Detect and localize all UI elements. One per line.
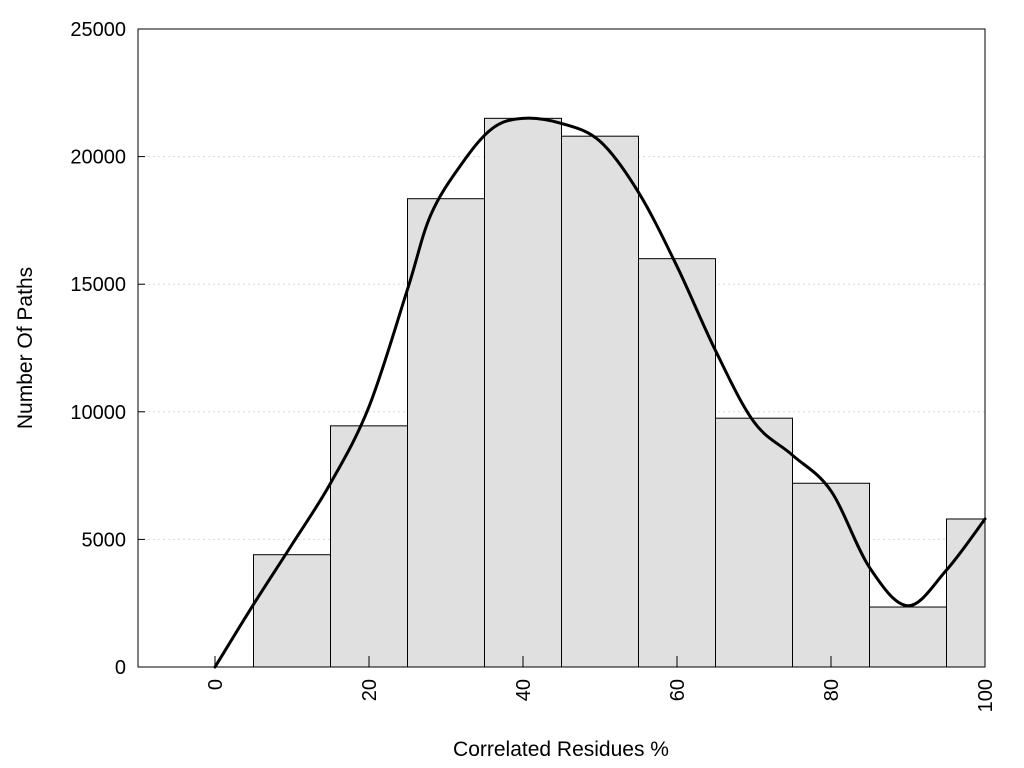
y-tick-label: 15000 <box>70 274 126 296</box>
x-axis-title: Correlated Residues % <box>453 738 669 761</box>
histogram-bar <box>484 117 562 668</box>
y-tick-label: 10000 <box>70 402 126 424</box>
histogram-bar <box>407 198 485 668</box>
histogram-bar <box>792 482 870 668</box>
x-axis-ticks: 0 20 40 60 80 100 <box>205 656 997 712</box>
density-curve-group <box>213 116 987 669</box>
histogram-bar <box>638 258 716 668</box>
y-axis-ticks: 0 5000 10000 15000 20000 25000 <box>70 19 145 679</box>
y-tick-label: 0 <box>115 657 126 679</box>
histogram-bar <box>869 606 947 668</box>
y-axis-title: Number Of Paths <box>14 267 37 429</box>
x-tick-label: 80 <box>821 679 843 701</box>
y-tick-label: 25000 <box>70 19 126 41</box>
histogram-bars <box>253 117 986 668</box>
plot-frame <box>137 28 986 668</box>
histogram-bar <box>946 518 986 668</box>
histogram-bar <box>561 135 639 668</box>
x-tick-label: 100 <box>975 679 997 712</box>
y-tick-label: 20000 <box>70 147 126 169</box>
histogram-bar <box>715 417 793 668</box>
histogram-bar <box>330 425 408 668</box>
x-tick-label: 40 <box>513 679 535 701</box>
y-tick-label: 5000 <box>82 529 127 551</box>
x-tick-label: 20 <box>359 679 381 701</box>
density-curve <box>213 116 987 669</box>
histogram-bar <box>253 554 331 668</box>
x-tick-label: 60 <box>667 679 689 701</box>
x-tick-label: 0 <box>205 679 227 690</box>
